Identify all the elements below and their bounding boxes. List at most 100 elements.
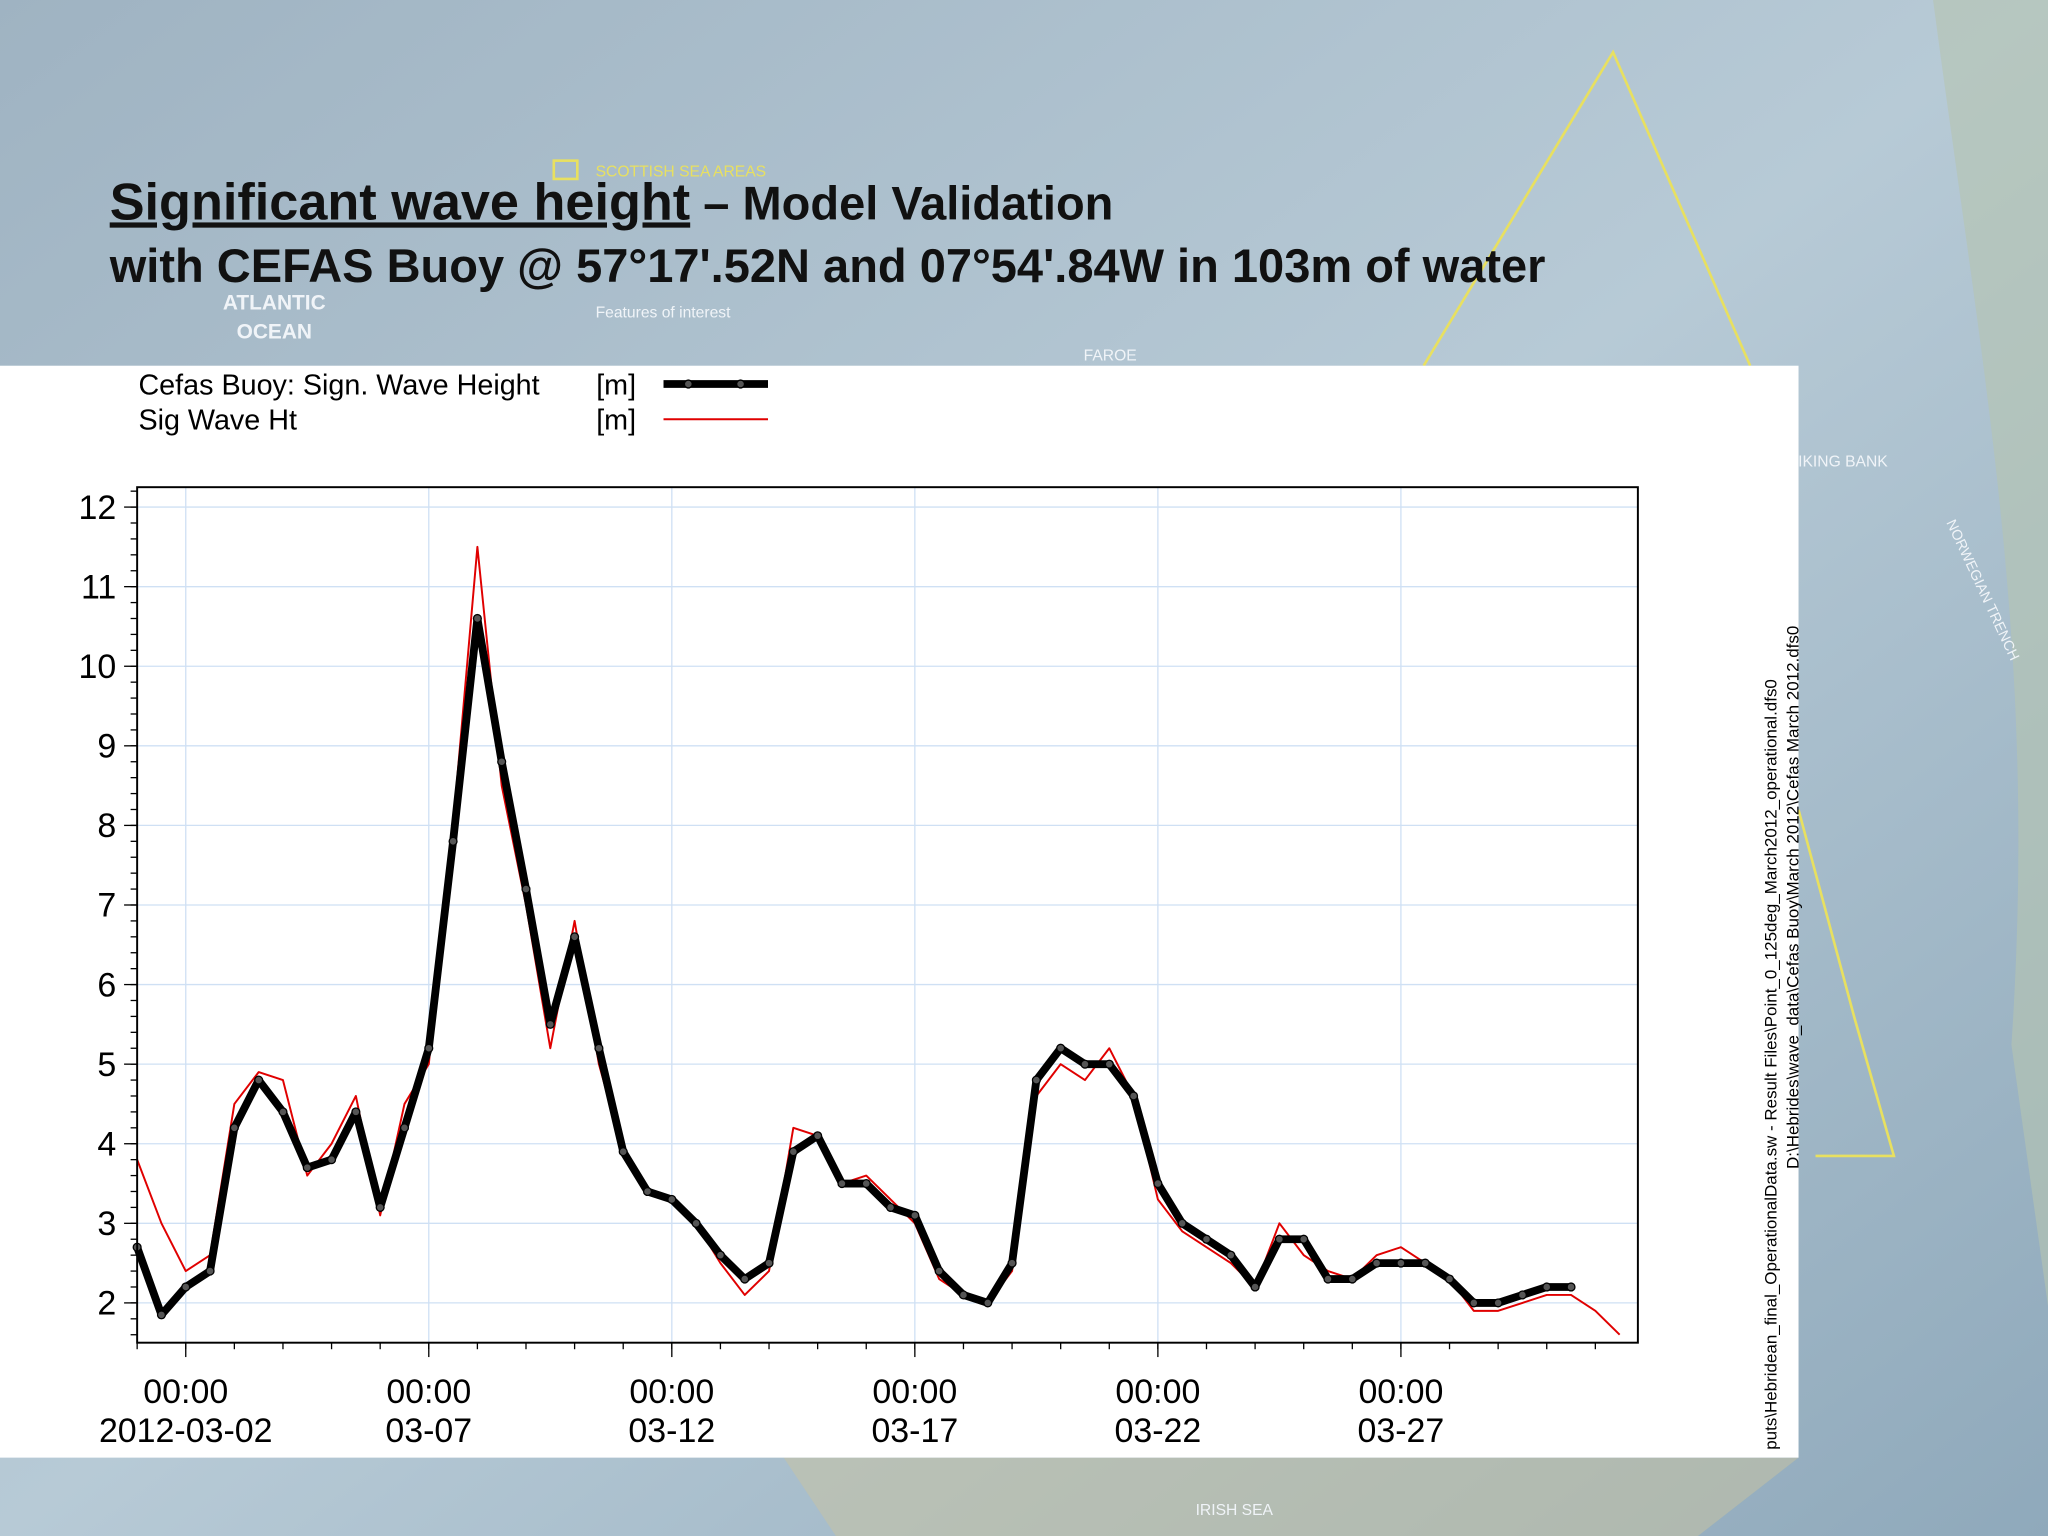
data-point xyxy=(1153,1178,1163,1189)
data-point xyxy=(1274,1234,1284,1244)
map-label: OCEAN xyxy=(237,320,312,343)
map-label: IRISH SEA xyxy=(1196,1502,1274,1519)
chart-panel xyxy=(0,365,1799,1458)
file-path: puts\Hebridean_final_OperationalData.sw … xyxy=(1761,679,1780,1450)
data-point xyxy=(1542,1282,1552,1292)
data-point xyxy=(375,1202,385,1212)
data-point xyxy=(910,1210,920,1220)
plot: 2 3 4 5 6 7 8 9 10 11 12 00:00 2012-03-02 00:00 03-07 0… xyxy=(78,486,1639,1450)
data-point xyxy=(934,1266,944,1276)
data-point xyxy=(156,1310,167,1320)
x-tick-label: 00:00 03-17 xyxy=(871,1373,958,1450)
map-label: Features of interest xyxy=(596,304,732,321)
y-tick-label: 6 xyxy=(97,966,116,1004)
data-point xyxy=(667,1194,677,1205)
x-tick-label: 00:00 2012-03-02 xyxy=(99,1373,273,1450)
data-point xyxy=(594,1043,604,1053)
sea-area-line xyxy=(1797,809,1896,1158)
data-point xyxy=(254,1075,264,1085)
data-point xyxy=(472,613,482,624)
data-point xyxy=(642,1186,653,1197)
map-label: SCOTTISH SEA AREAS xyxy=(596,163,767,180)
x-tick-label: 00:00 03-27 xyxy=(1358,1373,1445,1450)
data-point xyxy=(1299,1234,1309,1244)
data-point xyxy=(1031,1075,1041,1085)
data-point xyxy=(545,1019,555,1029)
legend-label: Sig Wave Ht xyxy=(138,405,297,437)
data-point xyxy=(837,1178,847,1189)
data-point xyxy=(861,1178,871,1189)
legend-unit: [m] xyxy=(596,369,636,401)
x-tick-label: 00:00 03-22 xyxy=(1114,1373,1201,1450)
data-point xyxy=(1347,1274,1357,1284)
data-point xyxy=(1250,1282,1260,1292)
data-point xyxy=(1104,1059,1114,1069)
legend-marker xyxy=(683,379,693,389)
plot-frame xyxy=(136,486,1639,1344)
data-point xyxy=(788,1147,798,1157)
data-point xyxy=(326,1155,337,1165)
data-point xyxy=(691,1218,701,1228)
data-point xyxy=(1493,1298,1503,1308)
map-label: FAROE xyxy=(1084,347,1137,364)
y-tick-label: 7 xyxy=(97,887,116,925)
data-point xyxy=(521,884,531,894)
data-point xyxy=(1420,1258,1430,1268)
data-point xyxy=(1056,1043,1066,1053)
data-point xyxy=(497,757,507,767)
data-point xyxy=(1129,1091,1139,1101)
data-point xyxy=(1226,1250,1236,1260)
y-tick-label: 10 xyxy=(78,648,116,686)
data-point xyxy=(1396,1258,1406,1268)
data-point xyxy=(229,1123,239,1133)
map-label: ATLANTIC xyxy=(223,292,326,315)
data-point xyxy=(1201,1234,1212,1244)
sea-area-line xyxy=(1422,49,1752,367)
data-point xyxy=(424,1043,434,1053)
data-point xyxy=(813,1131,823,1141)
data-point xyxy=(448,836,458,846)
y-tick-label: 3 xyxy=(97,1205,116,1243)
data-point xyxy=(740,1274,750,1284)
title-line-1: Significant wave height – Model Validati… xyxy=(110,173,1114,231)
data-point xyxy=(958,1290,969,1300)
x-tick-label: 00:00 03-12 xyxy=(628,1373,715,1450)
land xyxy=(1933,0,2048,1307)
data-point xyxy=(1080,1059,1090,1069)
x-tick-label: 00:00 03-07 xyxy=(385,1373,472,1450)
data-point xyxy=(983,1298,993,1308)
data-point xyxy=(205,1266,215,1276)
land xyxy=(783,1457,1799,1536)
title-underlined: Significant wave height xyxy=(110,173,690,231)
data-point xyxy=(1517,1290,1528,1300)
file-path: D:\Hebrides\wave_data\Cefas Buoy\March 2… xyxy=(1784,626,1803,1169)
data-point xyxy=(1177,1218,1187,1228)
map-label: VIKING BANK xyxy=(1788,453,1889,470)
legend-box xyxy=(552,159,579,181)
data-point xyxy=(764,1258,774,1268)
data-point xyxy=(570,932,580,942)
data-point xyxy=(399,1123,410,1133)
data-point xyxy=(1323,1274,1333,1284)
data-point xyxy=(715,1250,725,1260)
y-tick-label: 12 xyxy=(78,489,116,527)
legend-unit: [m] xyxy=(596,405,636,437)
title-line-2: with CEFAS Buoy @ 57°17'.52N and 07°54'.… xyxy=(109,239,1546,292)
y-tick-label: 4 xyxy=(97,1125,116,1163)
y-tick-label: 9 xyxy=(97,728,116,766)
data-point xyxy=(1007,1258,1017,1268)
data-point xyxy=(302,1163,312,1173)
legend-marker xyxy=(736,379,746,389)
data-point xyxy=(351,1107,361,1117)
y-tick-label: 2 xyxy=(97,1285,116,1323)
data-point xyxy=(1469,1298,1479,1308)
data-point xyxy=(278,1107,288,1117)
data-point xyxy=(1372,1258,1382,1268)
data-point xyxy=(1566,1282,1576,1292)
data-point xyxy=(885,1202,896,1212)
data-point xyxy=(181,1282,191,1292)
y-tick-label: 8 xyxy=(97,807,116,845)
y-tick-label: 11 xyxy=(81,568,116,606)
